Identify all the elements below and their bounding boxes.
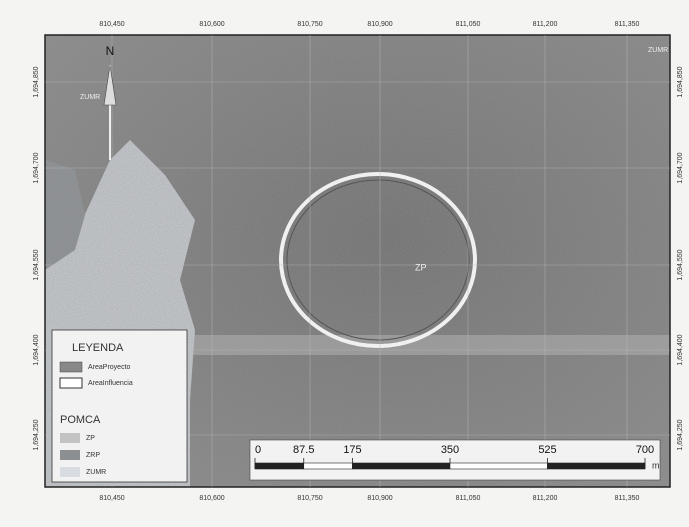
zone-label: ZUMR — [648, 47, 668, 54]
y-coord-label: 1,694,700 — [33, 152, 40, 183]
y-coord-label: 1,694,400 — [677, 334, 684, 365]
legend-swatch — [60, 450, 80, 460]
scale-label: 525 — [538, 444, 556, 456]
x-coord-label: 810,900 — [367, 495, 392, 502]
legend-zone: ZP — [86, 435, 95, 442]
scale-segment — [254, 462, 305, 470]
x-coord-label: 811,200 — [533, 21, 558, 28]
y-coord-label: 1,694,250 — [677, 419, 684, 450]
x-coord-label: 811,050 — [456, 495, 481, 502]
x-coord-label: 811,200 — [533, 495, 558, 502]
scale-box — [249, 439, 661, 481]
legend-section: POMCA — [60, 414, 101, 426]
x-coord-label: 810,750 — [297, 21, 322, 28]
x-coord-label: 811,050 — [456, 21, 481, 28]
area-influencia-inner — [286, 179, 470, 341]
x-coord-label: 810,600 — [199, 21, 224, 28]
y-coord-label: 1,694,850 — [677, 66, 684, 97]
x-coord-label: 811,350 — [615, 21, 640, 28]
scale-segment — [449, 462, 548, 470]
north-arrow: N — [103, 44, 117, 160]
legend-swatch — [60, 433, 80, 443]
legend-item: AreaProyecto — [88, 364, 131, 371]
scale-label: 87.5 — [293, 444, 314, 456]
legend-swatch — [59, 361, 83, 373]
y-coord-label: 1,694,700 — [677, 152, 684, 183]
x-coord-label: 811,350 — [615, 495, 640, 502]
x-coord-label: 810,900 — [367, 21, 392, 28]
legend-item: AreaInfluencia — [88, 380, 133, 387]
x-coord-label: 810,450 — [99, 495, 124, 502]
scale-label: 700 — [636, 444, 654, 456]
x-coord-label: 810,600 — [199, 495, 224, 502]
y-coord-label: 1,694,550 — [677, 249, 684, 280]
scale-unit: m — [652, 460, 660, 470]
scale-segment — [303, 462, 353, 470]
legend-zone: ZUMR — [86, 469, 106, 476]
y-coord-label: 1,694,850 — [33, 66, 40, 97]
legend-title: LEYENDA — [72, 342, 124, 354]
zone-label: ZP — [415, 262, 427, 272]
scale-label: 350 — [441, 444, 459, 456]
area-influencia — [279, 172, 477, 348]
y-coord-label: 1,694,400 — [33, 334, 40, 365]
x-coord-label: 810,450 — [99, 21, 124, 28]
north-label: N — [106, 44, 115, 58]
scale-segment — [547, 462, 646, 470]
frame — [44, 34, 671, 488]
legend: LEYENDA AreaProyecto AreaInfluencia POMC… — [51, 329, 188, 483]
legend-swatch — [60, 467, 80, 477]
legend-swatch — [59, 377, 83, 389]
x-coord-label: 810,750 — [297, 495, 322, 502]
scale-bar: m 0 87.5 175 350 525 700 — [249, 439, 661, 481]
scale-label: 175 — [343, 444, 361, 456]
scale-label: 0 — [255, 444, 261, 456]
y-coord-label: 1,694,550 — [33, 249, 40, 280]
north-arrow-head — [103, 64, 117, 106]
y-coord-label: 1,694,250 — [33, 419, 40, 450]
legend-zone: ZRP — [86, 452, 100, 459]
graticule: 810,450 810,450 810,600 810,600 810,750 810,7… — [33, 21, 684, 502]
scale-segment — [352, 462, 451, 470]
zone-label: ZUMR — [80, 94, 100, 101]
